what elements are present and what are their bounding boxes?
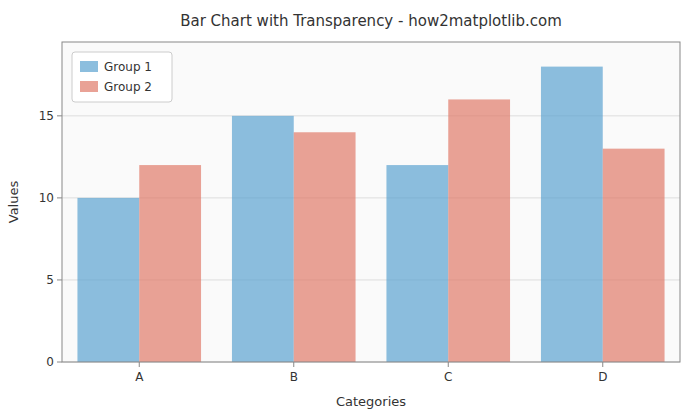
tick-label: D	[598, 370, 607, 384]
x-axis: A B C D	[135, 362, 607, 384]
legend: Group 1 Group 2	[72, 52, 172, 102]
bar	[541, 67, 603, 362]
tick-label: C	[444, 370, 452, 384]
tick-label: 0	[46, 355, 54, 369]
legend-box	[72, 52, 172, 102]
legend-label: Group 1	[104, 60, 152, 74]
tick-mark	[57, 197, 62, 198]
bar	[603, 149, 665, 362]
bar	[77, 198, 139, 362]
tick-label: 15	[39, 109, 54, 123]
tick-mark	[602, 362, 603, 367]
plot-background	[62, 42, 680, 362]
legend-label: Group 2	[104, 80, 152, 94]
bar	[448, 99, 510, 362]
y-axis-label: Values	[6, 181, 21, 224]
chart: 0 5 10 15 A B C D Bar Chart with Transparency - …	[0, 0, 700, 420]
tick-mark	[57, 115, 62, 116]
tick-label: 10	[39, 191, 54, 205]
chart-container: 0 5 10 15 A B C D Bar Chart with Transparency - …	[0, 0, 700, 420]
chart-title: Bar Chart with Transparency - how2matplo…	[180, 12, 562, 30]
bars	[77, 67, 664, 362]
bar	[139, 165, 201, 362]
plot-frame	[62, 42, 680, 362]
legend-swatch	[80, 61, 98, 72]
tick-mark	[139, 362, 140, 367]
bar	[232, 116, 294, 362]
tick-label: A	[135, 370, 144, 384]
tick-mark	[293, 362, 294, 367]
tick-mark	[57, 362, 62, 363]
bar	[294, 132, 356, 362]
tick-label: B	[290, 370, 298, 384]
x-axis-label: Categories	[336, 394, 406, 409]
tick-label: 5	[46, 273, 54, 287]
bar	[386, 165, 448, 362]
tick-mark	[448, 362, 449, 367]
tick-mark	[57, 279, 62, 280]
legend-swatch	[80, 81, 98, 92]
